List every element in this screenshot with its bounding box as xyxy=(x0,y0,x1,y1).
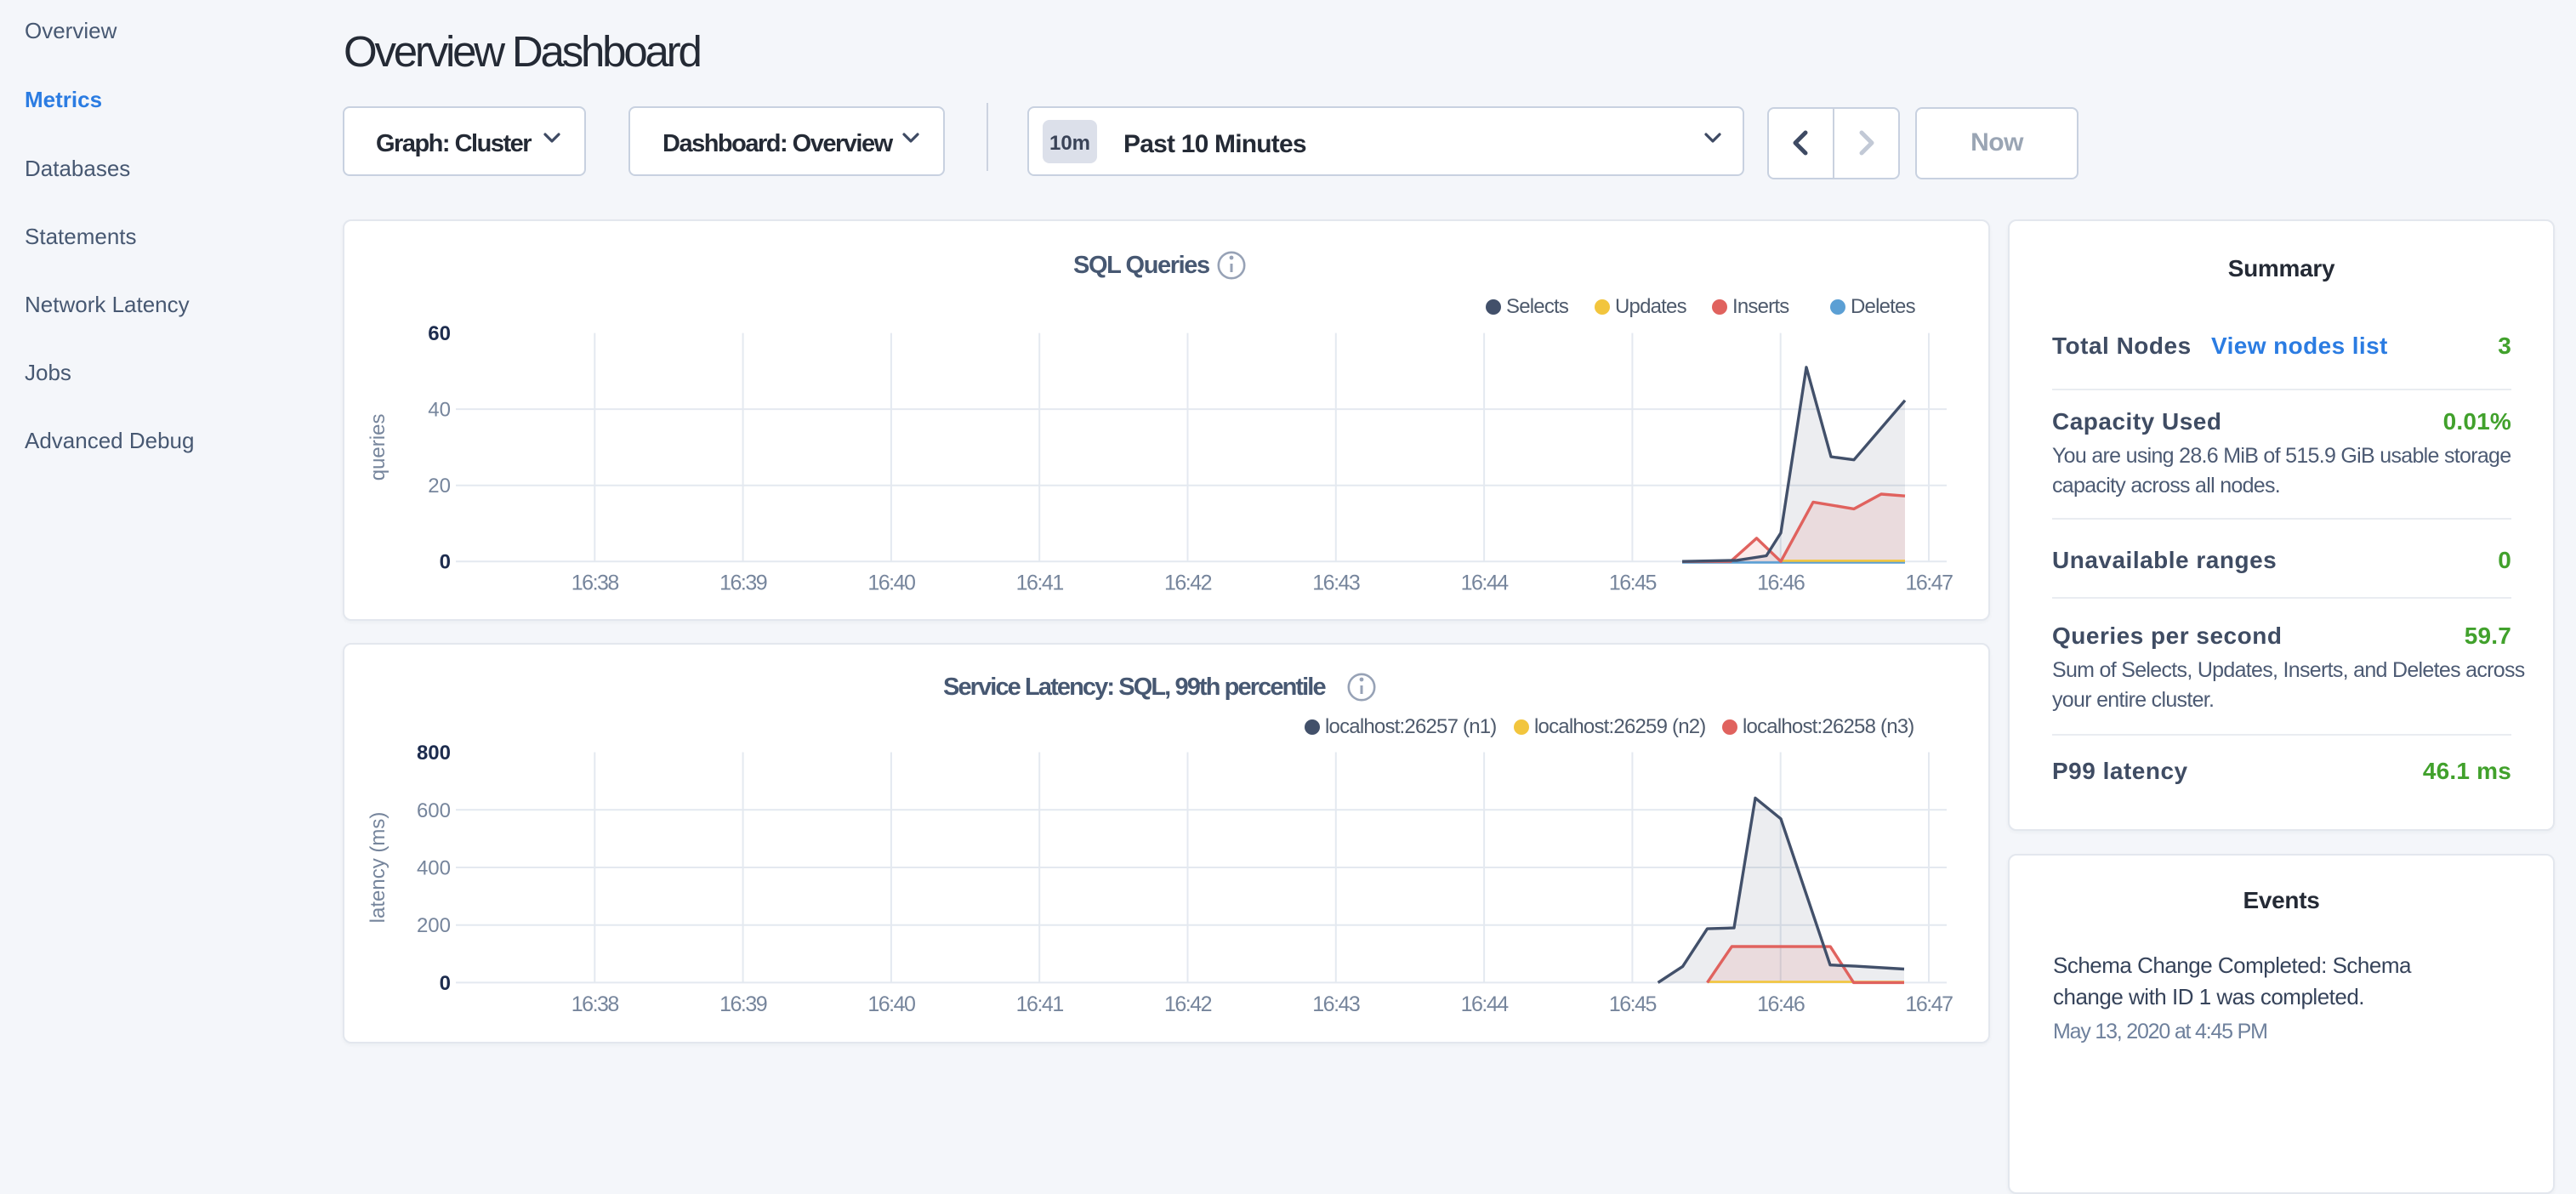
svg-text:16:41: 16:41 xyxy=(1016,571,1064,595)
svg-text:16:46: 16:46 xyxy=(1757,992,1805,1016)
svg-text:800: 800 xyxy=(417,742,451,765)
svg-text:0: 0 xyxy=(440,972,451,995)
svg-text:16:45: 16:45 xyxy=(1609,992,1657,1016)
svg-text:16:44: 16:44 xyxy=(1461,571,1510,595)
svg-text:16:39: 16:39 xyxy=(719,992,767,1016)
svg-text:16:47: 16:47 xyxy=(1905,992,1953,1016)
svg-text:16:45: 16:45 xyxy=(1609,571,1657,595)
svg-text:16:47: 16:47 xyxy=(1905,571,1953,595)
svg-text:16:42: 16:42 xyxy=(1164,571,1212,595)
svg-text:0: 0 xyxy=(440,551,451,574)
svg-text:latency (ms): latency (ms) xyxy=(367,812,390,924)
svg-text:16:44: 16:44 xyxy=(1461,992,1510,1016)
svg-text:40: 40 xyxy=(428,399,451,422)
svg-text:16:40: 16:40 xyxy=(867,992,915,1016)
svg-text:16:41: 16:41 xyxy=(1016,992,1064,1016)
svg-text:16:46: 16:46 xyxy=(1757,571,1805,595)
svg-text:20: 20 xyxy=(428,475,451,498)
svg-text:16:42: 16:42 xyxy=(1164,992,1212,1016)
svg-text:400: 400 xyxy=(417,857,451,880)
svg-text:600: 600 xyxy=(417,799,451,822)
svg-text:queries: queries xyxy=(367,414,390,481)
svg-text:16:43: 16:43 xyxy=(1312,992,1360,1016)
svg-text:16:43: 16:43 xyxy=(1312,571,1360,595)
svg-text:16:38: 16:38 xyxy=(571,571,619,595)
svg-text:16:40: 16:40 xyxy=(867,571,915,595)
svg-text:60: 60 xyxy=(428,322,451,345)
svg-text:200: 200 xyxy=(417,914,451,937)
svg-text:16:39: 16:39 xyxy=(719,571,767,595)
svg-text:16:38: 16:38 xyxy=(571,992,619,1016)
